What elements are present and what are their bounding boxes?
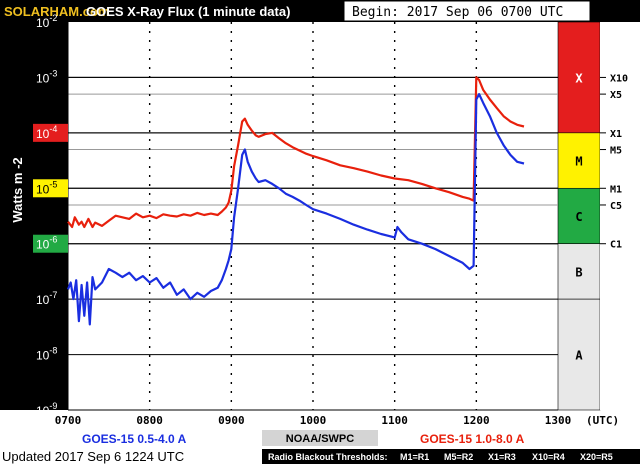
y-tick-label: 10-5 [36, 179, 57, 196]
threshold-label-panel [600, 22, 640, 410]
threshold-label: X1 [610, 129, 622, 140]
noaa-box [262, 430, 378, 446]
y-axis-panel [0, 22, 68, 410]
class-label-m: M [575, 155, 582, 169]
y-tick-label: 10-9 [36, 401, 57, 418]
legend-short-channel: GOES-15 0.5-4.0 A [82, 432, 187, 446]
blackout-threshold: X10=R4 [532, 452, 565, 462]
threshold-label: C1 [610, 240, 622, 251]
blackout-scale: M1=R1 M5=R2 X1=R3 X10=R4 X20=R5 [400, 452, 613, 462]
blackout-threshold: M1=R1 [400, 452, 429, 462]
class-label-x: X [575, 71, 583, 85]
threshold-label: C5 [610, 201, 622, 212]
y-tick-label: 10-7 [36, 290, 57, 307]
x-tick-label: 1300 [545, 414, 572, 427]
y-tick-label: 10-2 [36, 13, 57, 30]
y-tick-label-bg [33, 234, 68, 253]
class-label-b: B [575, 265, 582, 279]
class-band-x [557, 21, 601, 134]
blackout-threshold: X1=R3 [488, 452, 516, 462]
x-tick-labels: 0700 0800 0900 1000 1100 1200 1300 [55, 414, 572, 427]
y-axis-label: Watts m -2 [10, 157, 25, 222]
threshold-label: M1 [610, 184, 622, 195]
y-tick-label: 10-3 [36, 68, 57, 85]
threshold-label: X5 [610, 90, 622, 101]
series-group [66, 76, 525, 326]
blackout-bar [262, 449, 640, 464]
x-tick-label: 0700 [55, 414, 82, 427]
logo-text: SOLARHAM.com [4, 4, 109, 19]
y-tick-label-bg [33, 123, 68, 142]
threshold-label: X10 [610, 73, 628, 84]
threshold-label: M5 [610, 146, 622, 157]
series-line-short-channel [66, 92, 525, 326]
updated-time: Updated 2017 Sep 6 1224 UTC [2, 449, 184, 464]
begin-time: Begin: 2017 Sep 06 0700 UTC [352, 5, 563, 20]
blackout-label: Radio Blackout Thresholds: [268, 452, 388, 462]
x-tick-label: 0900 [218, 414, 245, 427]
x-tick-label: 1100 [381, 414, 408, 427]
x-tick-label: 1200 [463, 414, 490, 427]
x-tick-label: 1000 [300, 414, 327, 427]
y-tick-label: 10-4 [36, 124, 57, 141]
class-band-a [557, 298, 601, 411]
y-tick-label: 10-8 [36, 346, 57, 363]
flare-class-bar: X M C B A [557, 21, 601, 411]
class-label-c: C [575, 210, 582, 224]
threshold-labels: X10 X5 X1 M5 M1 C5 C1 [610, 73, 628, 250]
x-axis-unit: (UTC) [586, 414, 619, 427]
noaa-label: NOAA/SWPC [286, 433, 355, 445]
legend-long-channel: GOES-15 1.0-8.0 A [420, 432, 525, 446]
y-tick-label-bg [33, 179, 68, 198]
blackout-threshold: X20=R5 [580, 452, 613, 462]
chart-title: GOES X-Ray Flux (1 minute data) [86, 4, 290, 19]
blackout-threshold: M5=R2 [444, 452, 473, 462]
y-tick-label: 10-6 [36, 235, 57, 252]
series-line-long-channel [67, 76, 525, 229]
class-label-a: A [575, 349, 583, 363]
x-tick-label: 0800 [136, 414, 163, 427]
y-ticks: 10-2 10-3 10-4 10-5 10-6 10-7 10-8 10-9 [33, 13, 68, 418]
begin-box [343, 0, 591, 22]
